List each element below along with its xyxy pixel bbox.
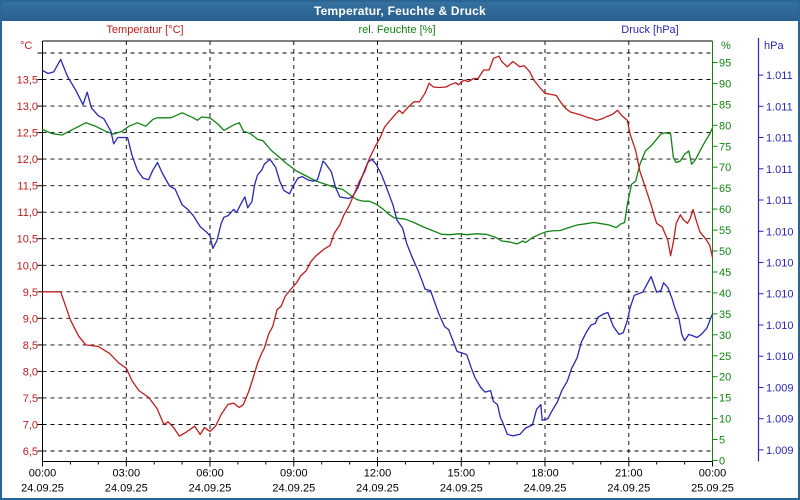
date-tick-label: 24.09.25: [21, 483, 64, 495]
humidity-tick-label: 10: [719, 414, 731, 426]
series-rel-feuchte: [41, 112, 714, 245]
pressure-tick-label: 1.009: [766, 414, 794, 426]
humidity-tick-label: 65: [719, 183, 731, 195]
date-tick-label: 25.09.25: [691, 483, 734, 495]
humidity-tick-label: 55: [719, 225, 731, 237]
temperature-tick-label: 11,0: [17, 207, 38, 219]
pressure-axis: 1.011 1.011 1.011 1.011 1.011 1.010 1.010 1.010…: [757, 38, 794, 462]
date-tick-label: 24.09.25: [272, 483, 315, 495]
date-tick-label: 24.09.25: [189, 483, 232, 495]
temperature-tick-label: 8,5: [23, 340, 38, 352]
time-tick-label: 00:00: [29, 468, 57, 480]
time-axis: 00:00 24.09.25 03:00 24.09.25 06:00 24.09.25 0…: [21, 461, 734, 495]
temperature-tick-label: 13,0: [17, 101, 38, 113]
pressure-tick-label: 1.010: [766, 320, 794, 332]
pressure-tick-label: 1.010: [766, 289, 794, 301]
temperature-tick-label: 11,5: [17, 181, 38, 193]
pressure-tick-label: 1.011: [766, 70, 793, 82]
pressure-axis-unit: hPa: [764, 40, 784, 52]
humidity-axis-unit: %: [721, 40, 731, 52]
humidity-tick-label: 95: [719, 58, 731, 70]
humidity-tick-label: 85: [719, 99, 731, 111]
humidity-series-label: rel. Feuchte [%]: [358, 24, 436, 36]
temperature-tick-label: 13,5: [17, 75, 38, 87]
date-tick-label: 24.09.25: [524, 483, 567, 495]
window-title-bar[interactable]: Temperatur, Feuchte & Druck: [2, 2, 798, 21]
gridlines: [42, 41, 713, 462]
humidity-tick-label: 20: [719, 372, 731, 384]
temperature-tick-label: 12,0: [17, 154, 38, 166]
time-tick-label: 03:00: [113, 468, 141, 480]
temperature-tick-label: 6,5: [23, 446, 38, 458]
time-tick-label: 12:00: [364, 468, 392, 480]
time-tick-label: 06:00: [196, 468, 224, 480]
time-tick-label: 18:00: [531, 468, 559, 480]
pressure-tick-label: 1.011: [766, 164, 793, 176]
pressure-tick-label: 1.010: [766, 226, 794, 238]
temperature-axis-unit: °C: [20, 40, 33, 52]
date-tick-label: 24.09.25: [607, 483, 650, 495]
humidity-tick-label: 80: [719, 120, 731, 132]
temperature-tick-label: 10,5: [17, 234, 38, 246]
temperature-axis: 13,5 13,0 12,5 12,0 11,5 11,0 10,5 10,0 9,5 9,0 8,…: [17, 52, 43, 458]
time-tick-label: 09:00: [280, 468, 308, 480]
humidity-tick-label: 35: [719, 309, 731, 321]
humidity-tick-label: 15: [719, 393, 731, 405]
time-tick-label: 21:00: [615, 468, 643, 480]
pressure-series-label: Druck [hPa]: [621, 24, 679, 36]
pressure-tick-label: 1.011: [766, 195, 793, 207]
temperature-tick-label: 9,5: [23, 287, 38, 299]
humidity-tick-label: 5: [719, 435, 725, 447]
temperature-tick-label: 12,5: [17, 128, 38, 140]
date-tick-label: 24.09.25: [356, 483, 399, 495]
pressure-tick-label: 1.011: [766, 101, 793, 113]
temperature-tick-label: 8,0: [23, 366, 38, 378]
temperature-tick-label: 10,0: [17, 260, 38, 272]
humidity-tick-label: 75: [719, 141, 731, 153]
time-tick-label: 00:00: [699, 468, 727, 480]
pressure-tick-label: 1.011: [766, 133, 793, 145]
window-title: Temperatur, Feuchte & Druck: [314, 4, 486, 18]
pressure-tick-label: 1.010: [766, 351, 794, 363]
series-temperatur: [41, 55, 714, 437]
humidity-tick-label: 30: [719, 330, 731, 342]
date-tick-label: 24.09.25: [105, 483, 148, 495]
date-tick-label: 24.09.25: [440, 483, 483, 495]
humidity-tick-label: 90: [719, 78, 731, 90]
humidity-tick-label: 45: [719, 267, 731, 279]
time-tick-label: 15:00: [448, 468, 476, 480]
humidity-tick-label: 25: [719, 351, 731, 363]
temperature-series-label: Temperatur [°C]: [106, 24, 184, 36]
pressure-tick-label: 1.010: [766, 258, 794, 270]
temperature-tick-label: 7,5: [23, 393, 38, 405]
humidity-tick-label: 70: [719, 162, 731, 174]
temperature-tick-label: 9,0: [23, 313, 38, 325]
pressure-tick-label: 1.009: [766, 445, 794, 457]
humidity-tick-label: 60: [719, 204, 731, 216]
humidity-tick-label: 50: [719, 246, 731, 258]
pressure-tick-label: 1.009: [766, 383, 794, 395]
humidity-tick-label: 40: [719, 288, 731, 300]
temperature-tick-label: 7,0: [23, 420, 38, 432]
humidity-tick-label: 0: [719, 456, 725, 468]
series-druck: [41, 58, 714, 437]
